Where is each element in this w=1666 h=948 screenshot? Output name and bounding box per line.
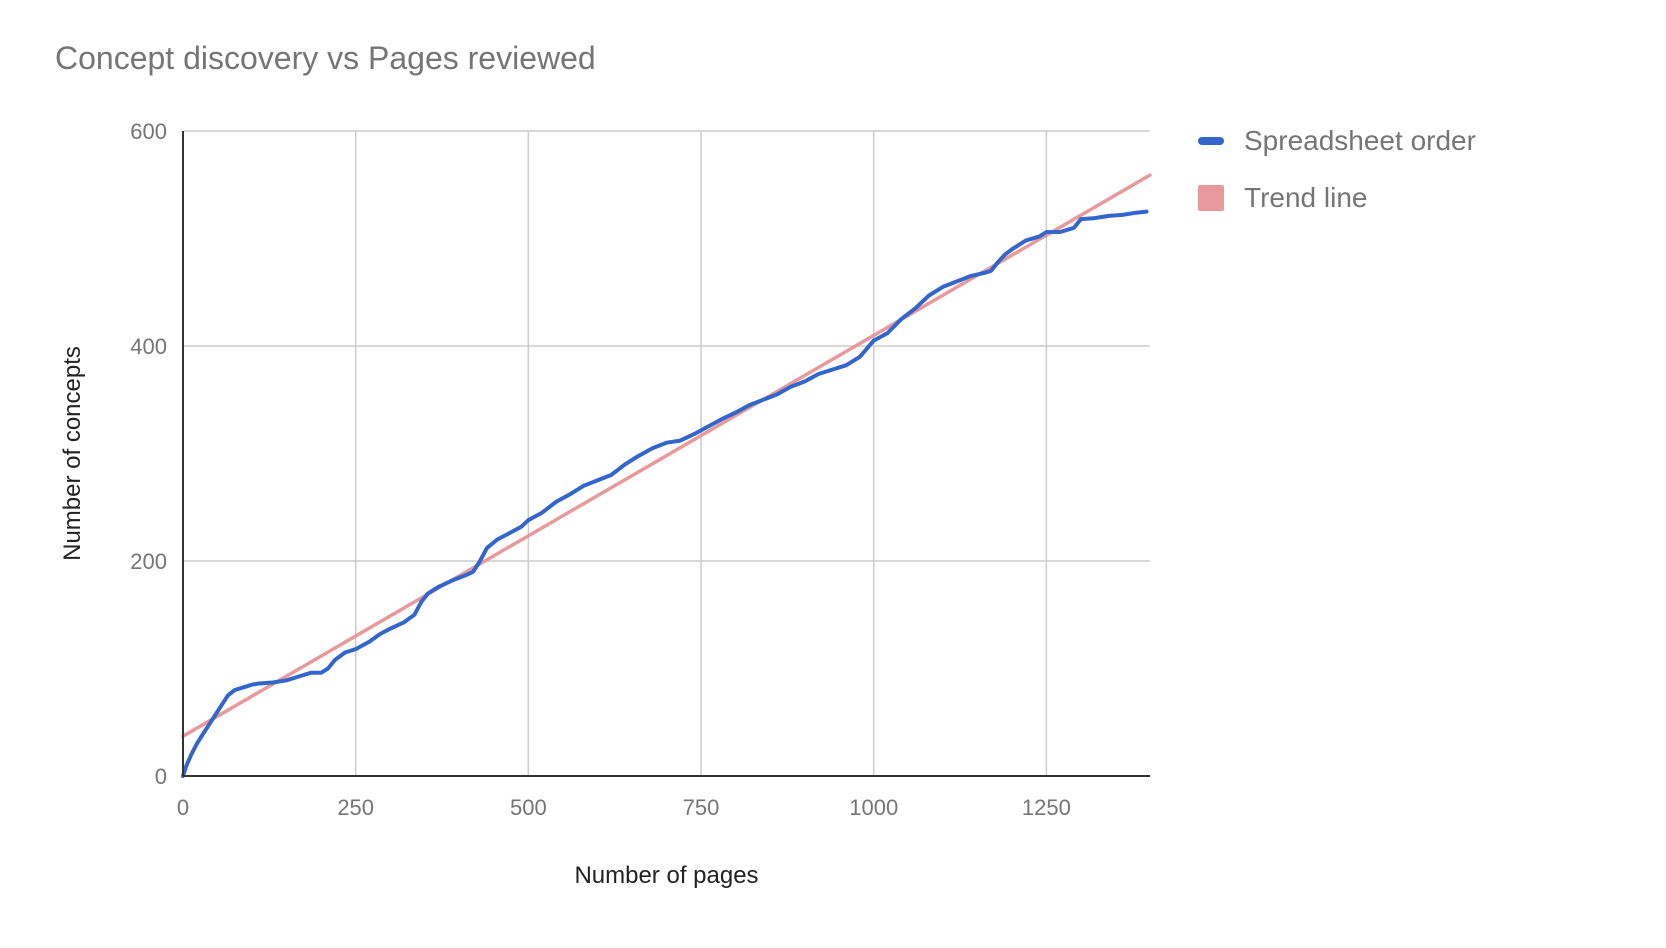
legend-item-trend-line[interactable]: Trend line <box>1198 169 1476 226</box>
y-axis-title: Number of concepts <box>59 346 86 561</box>
y-tick-label-0: 0 <box>155 764 167 789</box>
chart-title: Concept discovery vs Pages reviewed <box>55 40 596 76</box>
series-line-spreadsheet-order <box>181 209 1149 778</box>
legend-swatch-trend-line <box>1198 184 1224 211</box>
axes <box>182 131 1150 777</box>
series-layer <box>181 173 1152 778</box>
legend-item-spreadsheet-order[interactable]: Spreadsheet order <box>1198 112 1476 169</box>
x-tick-label-0: 0 <box>177 795 189 820</box>
x-tick-label-750: 750 <box>683 795 720 820</box>
legend-label-trend-line: Trend line <box>1244 181 1368 213</box>
y-tick-label-400: 400 <box>130 334 167 359</box>
x-tick-label-1000: 1000 <box>849 795 898 820</box>
grid-lines <box>183 130 1150 776</box>
legend: Spreadsheet order Trend line <box>1198 112 1476 226</box>
series-line-trend-line <box>181 173 1152 738</box>
x-axis-title: Number of pages <box>574 862 758 889</box>
legend-label-spreadsheet-order: Spreadsheet order <box>1244 124 1476 156</box>
x-tick-label-250: 250 <box>337 795 374 820</box>
legend-swatch-spreadsheet-order <box>1198 136 1224 145</box>
tick-labels: 0 200 400 600 0 250 500 750 1000 1250 <box>130 119 1071 820</box>
y-tick-label-200: 200 <box>130 549 167 574</box>
y-tick-label-600: 600 <box>130 119 167 144</box>
x-tick-label-1250: 1250 <box>1022 795 1071 820</box>
x-tick-label-500: 500 <box>510 795 547 820</box>
